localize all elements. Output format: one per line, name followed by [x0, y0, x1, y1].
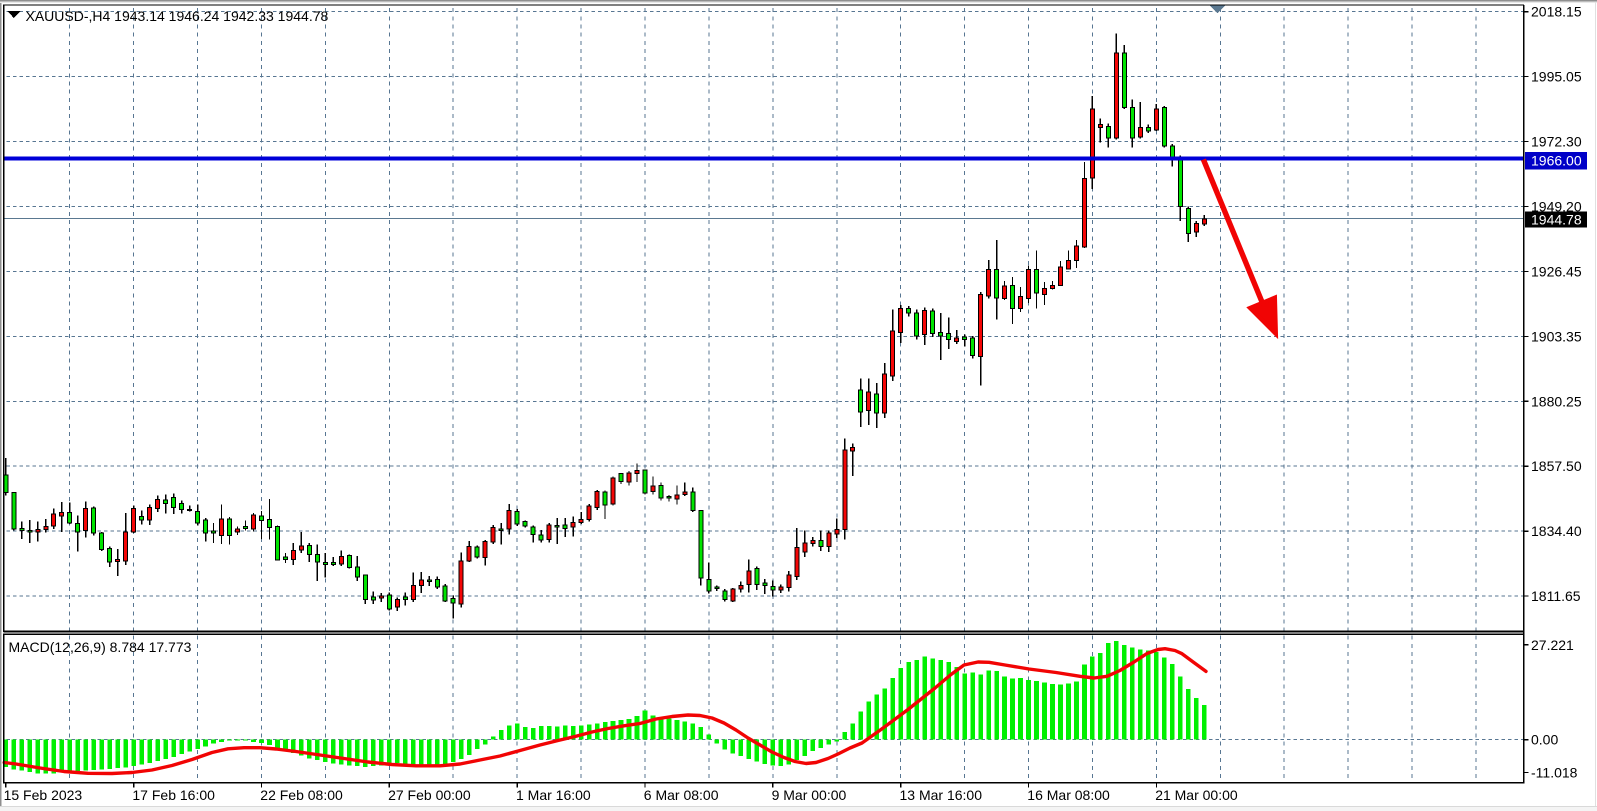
svg-text:1834.40: 1834.40	[1531, 523, 1582, 539]
svg-text:1811.65: 1811.65	[1531, 588, 1581, 604]
svg-text:13 Mar 16:00: 13 Mar 16:00	[900, 787, 983, 803]
svg-text:-11.018: -11.018	[1531, 765, 1578, 781]
svg-text:1857.50: 1857.50	[1531, 458, 1582, 474]
svg-text:1972.30: 1972.30	[1531, 134, 1582, 150]
svg-text:6 Mar 08:00: 6 Mar 08:00	[644, 787, 719, 803]
svg-text:1949.20: 1949.20	[1531, 199, 1582, 215]
svg-text:1903.35: 1903.35	[1531, 328, 1582, 344]
svg-text:21 Mar 00:00: 21 Mar 00:00	[1155, 787, 1238, 803]
svg-text:9 Mar 00:00: 9 Mar 00:00	[772, 787, 847, 803]
svg-text:1966.00: 1966.00	[1531, 153, 1582, 169]
svg-text:16 Mar 08:00: 16 Mar 08:00	[1027, 787, 1110, 803]
svg-text:1995.05: 1995.05	[1531, 69, 1582, 85]
svg-text:XAUUSD-,H4 1943.14 1946.24 19: XAUUSD-,H4 1943.14 1946.24 1942.33 1944.…	[26, 8, 329, 24]
svg-text:27 Feb 00:00: 27 Feb 00:00	[388, 787, 471, 803]
svg-text:1 Mar 16:00: 1 Mar 16:00	[516, 787, 591, 803]
svg-text:0.00: 0.00	[1531, 732, 1558, 748]
svg-text:15 Feb 2023: 15 Feb 2023	[4, 787, 83, 803]
svg-text:2018.15: 2018.15	[1531, 4, 1582, 20]
svg-text:MACD(12,26,9) 8.784 17.773: MACD(12,26,9) 8.784 17.773	[9, 639, 192, 655]
svg-text:22 Feb 08:00: 22 Feb 08:00	[260, 787, 343, 803]
svg-text:17 Feb 16:00: 17 Feb 16:00	[132, 787, 215, 803]
svg-text:1926.45: 1926.45	[1531, 263, 1582, 279]
svg-text:27.221: 27.221	[1531, 637, 1574, 653]
svg-text:1944.78: 1944.78	[1531, 211, 1582, 227]
svg-text:1880.25: 1880.25	[1531, 393, 1582, 409]
